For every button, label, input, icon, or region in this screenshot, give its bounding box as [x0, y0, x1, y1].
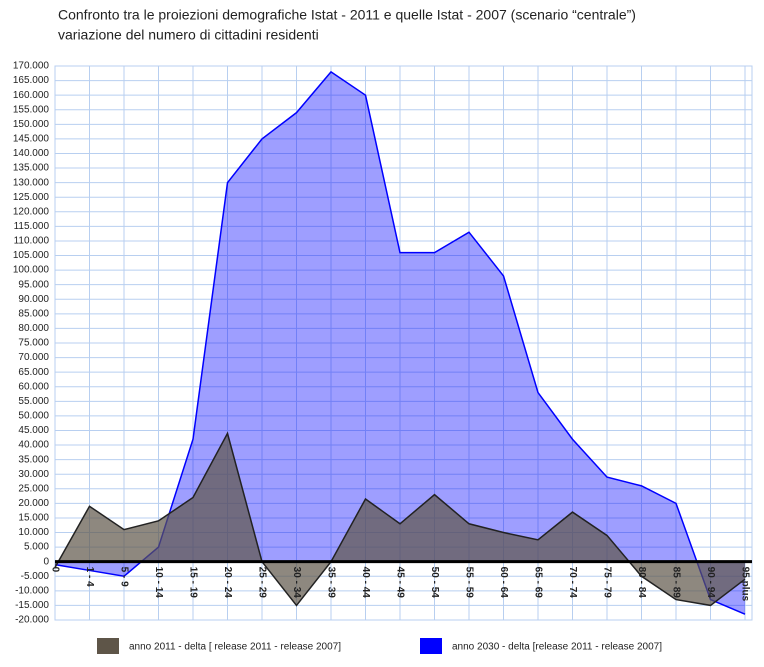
y-tick-label: 0	[43, 556, 49, 567]
y-tick-label: 95.000	[18, 279, 49, 290]
x-tick-label: 95 plus	[739, 567, 750, 602]
y-tick-label: 155.000	[13, 104, 50, 115]
x-tick-label: 45 - 49	[394, 567, 405, 599]
x-tick-label: 0	[49, 567, 60, 573]
chart-title: Confronto tra le proiezioni demografiche…	[58, 7, 636, 23]
line	[54, 70, 746, 615]
x-tick-label: 50 - 54	[429, 567, 440, 599]
y-tick-label: 80.000	[18, 323, 49, 334]
y-tick-label: 45.000	[18, 425, 49, 436]
x-tick-label: 15 - 19	[187, 567, 198, 599]
y-tick-label: 10.000	[18, 527, 49, 538]
y-tick-label: 165.000	[13, 75, 50, 86]
y-tick-label: 85.000	[18, 308, 49, 319]
y-tick-label: -20.000	[15, 615, 49, 626]
x-tick-label: 60 - 64	[498, 567, 509, 599]
y-tick-label: 105.000	[13, 250, 50, 261]
y-tick-label: 70.000	[18, 352, 49, 363]
x-tick-label: 25 - 29	[256, 567, 267, 599]
x-tick-label: 40 - 44	[360, 567, 371, 599]
x-tick-label: 1 - 4	[84, 567, 95, 587]
y-tick-label: 140.000	[13, 148, 50, 159]
y-tick-label: 150.000	[13, 119, 50, 130]
legend-swatch	[420, 638, 442, 654]
x-tick-label: 85 - 89	[670, 567, 681, 599]
area	[55, 433, 745, 606]
y-tick-label: 35.000	[18, 454, 49, 465]
y-tick-label: 90.000	[18, 294, 49, 305]
y-tick-label: 40.000	[18, 440, 49, 451]
legend-swatch	[97, 638, 119, 654]
x-tick-label: 20 - 24	[222, 567, 233, 599]
y-tick-label: 160.000	[13, 90, 50, 101]
x-tick-label: 75 - 79	[601, 567, 612, 599]
x-tick-label: 55 - 59	[463, 567, 474, 599]
x-tick-label: 10 - 14	[153, 567, 164, 599]
legend-label: anno 2011 - delta [ release 2011 - relea…	[129, 642, 341, 653]
y-tick-label: 75.000	[18, 338, 49, 349]
chart-subtitle: variazione del numero di cittadini resid…	[58, 27, 319, 43]
y-tick-label: 55.000	[18, 396, 49, 407]
y-tick-label: 30.000	[18, 469, 49, 480]
legend-label: anno 2030 - delta [release 2011 - releas…	[452, 642, 662, 653]
y-tick-label: 20.000	[18, 498, 49, 509]
y-tick-label: 145.000	[13, 134, 50, 145]
y-tick-label: 125.000	[13, 192, 50, 203]
x-tick-label: 80 - 84	[636, 567, 647, 599]
y-tick-label: 15.000	[18, 513, 49, 524]
y-tick-label: 65.000	[18, 367, 49, 378]
y-tick-label: 100.000	[13, 265, 50, 276]
y-tick-label: -5.000	[21, 571, 50, 582]
y-tick-label: 135.000	[13, 163, 50, 174]
y-tick-label: 50.000	[18, 411, 49, 422]
x-tick-label: 90 - 94	[705, 567, 716, 599]
x-tick-label: 70 - 74	[567, 567, 578, 599]
y-tick-label: -10.000	[15, 585, 49, 596]
x-tick-label: 65 - 69	[532, 567, 543, 599]
y-tick-label: 120.000	[13, 206, 50, 217]
x-tick-label: 30 - 34	[291, 567, 302, 599]
y-tick-label: 60.000	[18, 381, 49, 392]
y-tick-label: 115.000	[14, 221, 50, 232]
x-tick-label: 35 - 39	[325, 567, 336, 599]
y-tick-label: 25.000	[18, 483, 49, 494]
y-tick-label: 170.000	[13, 61, 50, 72]
y-tick-label: -15.000	[15, 600, 49, 611]
x-tick-label: 5 - 9	[118, 567, 129, 587]
y-tick-label: 130.000	[13, 177, 50, 188]
y-tick-label: 5.000	[24, 542, 49, 553]
y-tick-label: 110.000	[14, 236, 50, 247]
